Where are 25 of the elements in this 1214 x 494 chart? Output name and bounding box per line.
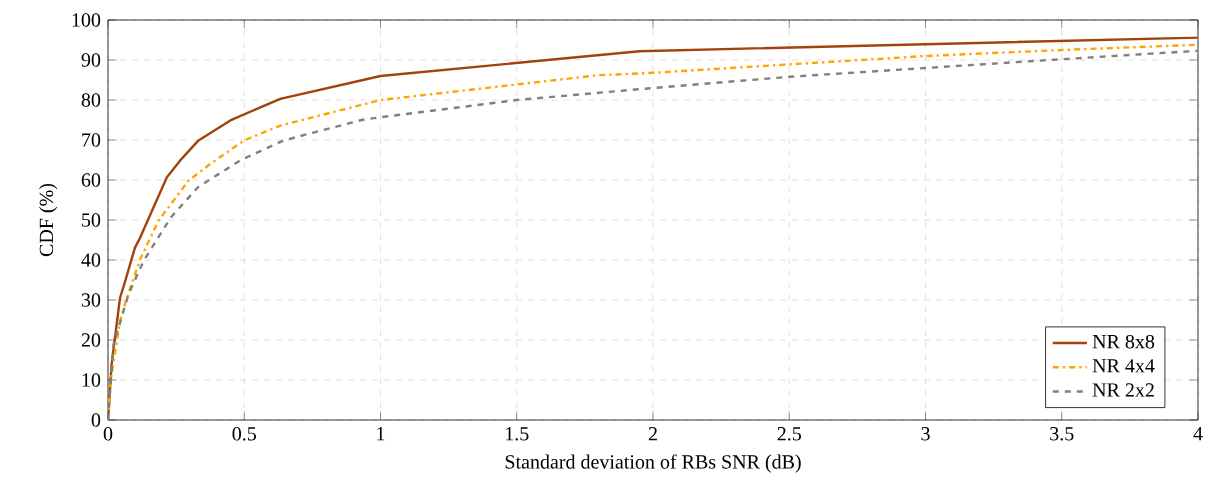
y-tick-label: 60 bbox=[81, 173, 101, 187]
x-tick-label: 3 bbox=[921, 427, 930, 441]
y-tick-label: 30 bbox=[81, 293, 101, 307]
y-tick-label: 20 bbox=[81, 333, 101, 347]
x-tick-label: 4 bbox=[1193, 427, 1203, 441]
legend-label: NR 2x2 bbox=[1092, 383, 1154, 397]
y-tick-label: 100 bbox=[72, 13, 101, 27]
legend-label: NR 4x4 bbox=[1092, 359, 1155, 373]
x-tick-label: 0.5 bbox=[232, 427, 256, 441]
y-tick-label: 0 bbox=[91, 413, 101, 427]
x-axis-title: Standard deviation of RBs SNR (dB) bbox=[505, 454, 801, 473]
y-tick-label: 80 bbox=[81, 93, 101, 107]
y-axis-title: CDF (%) bbox=[39, 183, 58, 257]
x-tick-label: 0 bbox=[103, 427, 113, 441]
x-tick-label: 2 bbox=[648, 427, 657, 441]
y-tick-label: 70 bbox=[82, 133, 101, 147]
x-tick-label: 3.5 bbox=[1050, 427, 1074, 441]
y-tick-label: 90 bbox=[81, 53, 101, 67]
x-tick-label: 2.5 bbox=[777, 427, 801, 441]
x-tick-label: 1.5 bbox=[506, 427, 529, 441]
y-tick-label: 50 bbox=[82, 213, 101, 227]
legend-label: NR 8x8 bbox=[1092, 334, 1155, 349]
x-tick-label: 1 bbox=[377, 427, 385, 441]
y-tick-label: 40 bbox=[81, 253, 101, 267]
y-tick-label: 10 bbox=[82, 373, 101, 387]
